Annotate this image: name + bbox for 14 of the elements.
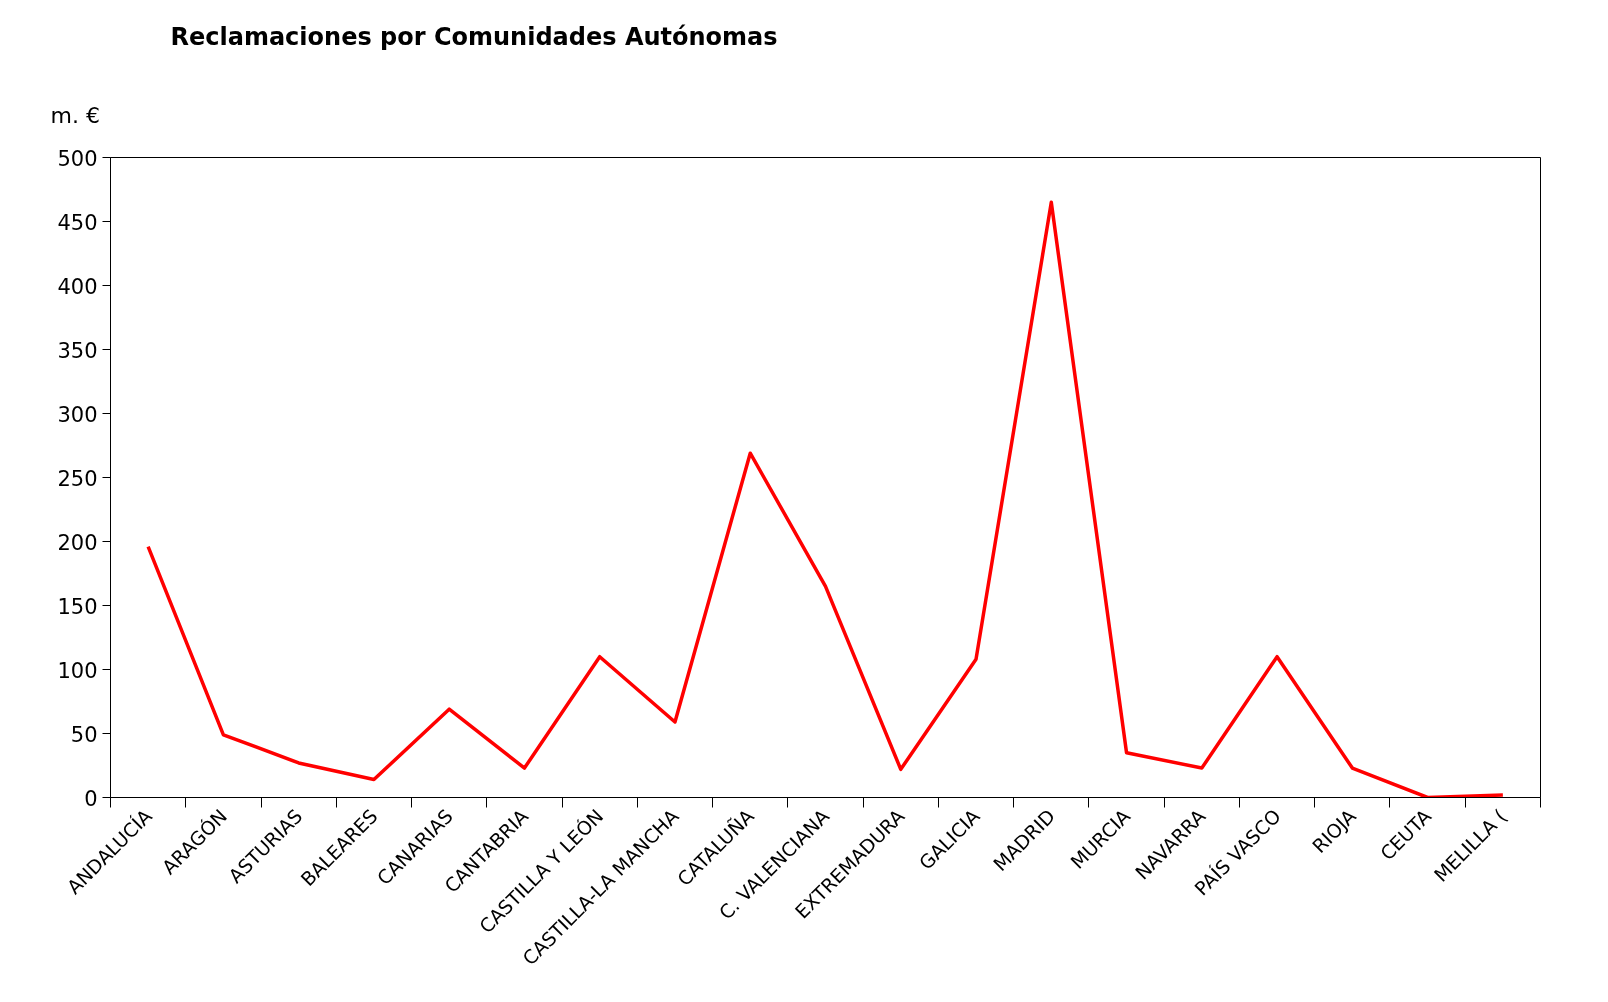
- y-tick-label: 50: [70, 722, 98, 747]
- y-axis-title: m. €: [50, 102, 100, 128]
- y-tick-label: 400: [57, 274, 98, 299]
- y-tick-label: 500: [57, 146, 98, 171]
- y-tick-label: 300: [57, 402, 98, 427]
- y-tick-label: 100: [57, 658, 98, 683]
- y-tick-label: 0: [84, 786, 98, 811]
- y-tick-label: 450: [57, 210, 98, 235]
- chart-title: Reclamaciones por Comunidades Autónomas: [170, 22, 778, 51]
- y-tick-label: 150: [57, 594, 98, 619]
- line-series: [146, 200, 1505, 798]
- y-tick-label: 250: [57, 466, 98, 491]
- y-tick-label: 350: [57, 338, 98, 363]
- y-tick-label: 200: [57, 530, 98, 555]
